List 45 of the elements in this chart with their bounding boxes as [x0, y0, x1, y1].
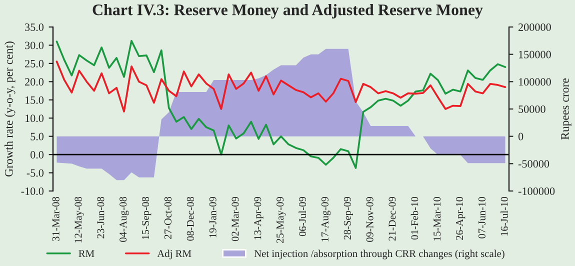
- y-tick-label: -10.0: [21, 187, 44, 196]
- y2-axis-title: Rupees crore: [561, 78, 572, 140]
- x-tick-label: 21-Dec-09: [388, 196, 396, 241]
- y2-tick-label: 200000: [518, 23, 551, 31]
- y-tick-label: 30.0: [25, 42, 44, 50]
- y2-tick-label: -50000: [518, 160, 550, 168]
- x-tick-label: 01-Feb-10: [410, 196, 418, 240]
- x-tick-label: 26-Apr-10: [456, 196, 466, 240]
- x-tick-label: 27-Oct-08: [164, 196, 172, 239]
- x-tick-label: 07-Jun-10: [478, 196, 486, 238]
- x-tick-label: 15-Mar-10: [434, 196, 441, 241]
- x-tick-label: 31-Mar-08: [52, 196, 60, 241]
- x-tick-label: 19-Jan-09: [209, 196, 216, 238]
- y-axis-title: Growth rate (y-o-y, per cent): [4, 42, 16, 176]
- y-tick-label: 5.0: [30, 132, 44, 140]
- x-tick-label: 02-Mar-09: [232, 196, 239, 242]
- y2-tick-label: 100000: [519, 78, 551, 86]
- x-tick-label: 16-Jul-10: [500, 196, 508, 236]
- x-tick-label: 09-Nov-09: [366, 196, 374, 242]
- legend-label: Adj RM: [157, 250, 192, 260]
- y-tick-label: 10.0: [26, 114, 44, 122]
- y2-tick-label: -100000: [518, 187, 555, 195]
- x-tick-label: 28-Sep-09: [344, 196, 353, 240]
- chart-title: Chart IV.3: Reserve Money and Adjusted Reserve Money: [92, 4, 483, 19]
- x-tick-label: 25-May-09: [276, 196, 286, 243]
- x-tick-label: 23-Jun-08: [97, 196, 104, 238]
- x-tick-label: 08-Dec-08: [186, 196, 194, 241]
- y-tick-label: 25.0: [25, 60, 44, 68]
- y-tick-label: -5.0: [26, 169, 44, 177]
- x-tick-label: 13-Apr-09: [254, 196, 264, 240]
- x-tick-label: 04-Aug-08: [120, 196, 129, 242]
- y-tick-label: 35.0: [25, 23, 44, 32]
- x-tick-label: 15-Sep-08: [142, 196, 152, 240]
- x-tick-label: 17-Aug-09: [321, 196, 331, 242]
- y2-tick-label: 50000: [518, 105, 546, 113]
- legend-label: Net injection /absorption through CRR changes (right scale): [254, 250, 504, 260]
- x-tick-label: 12-May-08: [74, 196, 84, 243]
- y2-tick-label: 150000: [519, 50, 551, 58]
- y2-tick-label: 0: [518, 132, 524, 140]
- line-series: [56, 60, 506, 112]
- y-tick-label: 0.0: [30, 151, 44, 159]
- x-tick-label: 06-Jul-09: [298, 196, 306, 236]
- y-tick-label: 20.0: [25, 78, 44, 86]
- legend-label: RM: [78, 250, 94, 258]
- y-tick-label: 15.0: [26, 96, 44, 104]
